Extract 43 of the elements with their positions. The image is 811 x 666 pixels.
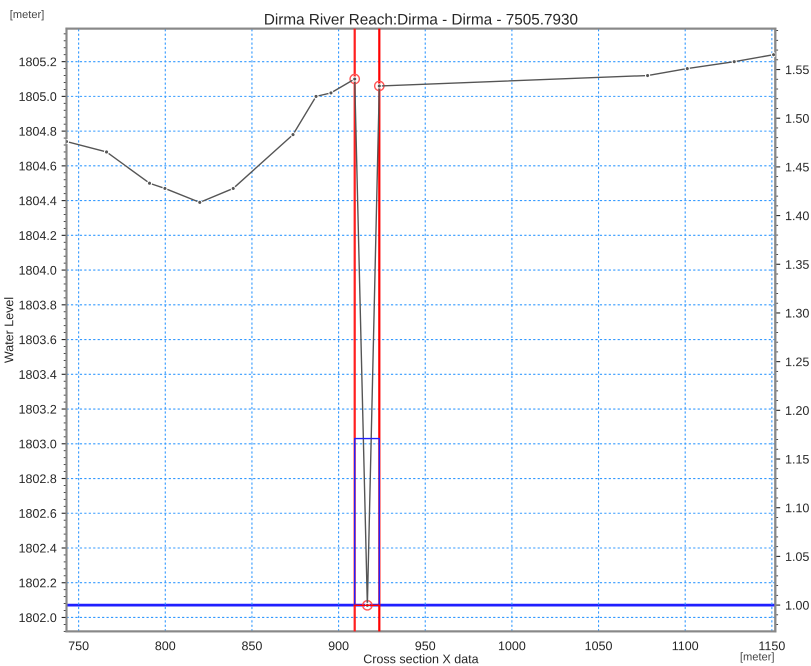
y2-tick-label: 1.25 bbox=[786, 357, 809, 366]
x-tick-label: 800 bbox=[155, 641, 176, 650]
y2-tick-label: 1.30 bbox=[786, 308, 809, 318]
y-tick-label: 1803.6 bbox=[20, 335, 56, 344]
y2-tick-label: 1.45 bbox=[786, 162, 809, 172]
y2-tick-label: 1.20 bbox=[786, 406, 809, 415]
y2-tick-label: 1.35 bbox=[786, 260, 809, 269]
y-tick-label: 1802.4 bbox=[20, 544, 56, 553]
y2-tick-label: 1.10 bbox=[786, 504, 809, 512]
y2-tick-label: 1.40 bbox=[786, 211, 809, 220]
y-tick-label: 1805.0 bbox=[20, 92, 56, 102]
y-axis-title: Water Level bbox=[4, 298, 14, 364]
y-tick-label: 1802.0 bbox=[20, 613, 56, 622]
y-tick-label: 1802.2 bbox=[20, 578, 56, 588]
y-tick-label: 1804.8 bbox=[20, 126, 56, 136]
x-tick-label: 1100 bbox=[672, 641, 698, 650]
x-tick-label: 900 bbox=[328, 641, 349, 650]
y-tick-label: 1803.8 bbox=[20, 300, 56, 310]
y2-tick-label: 1.05 bbox=[786, 552, 809, 562]
y-tick-label: 1804.0 bbox=[20, 266, 56, 275]
y-tick-label: 1802.6 bbox=[20, 509, 56, 518]
y2-tick-label: 1.55 bbox=[786, 65, 809, 74]
y-tick-label: 1803.2 bbox=[20, 404, 56, 414]
x-tick-label: 1050 bbox=[586, 641, 612, 650]
x-tick-label: 950 bbox=[415, 641, 436, 650]
y-tick-label: 1803.0 bbox=[20, 440, 56, 448]
text: [meter] bbox=[10, 10, 44, 20]
y2-tick-label: 1.50 bbox=[786, 114, 809, 123]
y-tick-label: 1802.8 bbox=[20, 474, 56, 484]
y-tick-label: 1803.4 bbox=[20, 370, 56, 379]
y2-tick-label: 1.00 bbox=[786, 600, 809, 610]
x-tick-label: 1000 bbox=[498, 641, 526, 650]
y-tick-label: 1805.2 bbox=[20, 57, 56, 66]
y-tick-label: 1804.6 bbox=[20, 162, 56, 171]
x-tick-label: 850 bbox=[242, 641, 262, 650]
x-axis-title: Cross section X data bbox=[364, 654, 479, 664]
y-tick-label: 1804.2 bbox=[20, 231, 56, 240]
x-tick-label: 1150 bbox=[759, 641, 785, 650]
x-tick-label: 750 bbox=[68, 641, 89, 650]
y-tick-label: 1804.4 bbox=[20, 196, 56, 206]
chart-title: Dirma River Reach:Dirma - Dirma - 7505.7930 bbox=[265, 13, 578, 25]
text: [meter] bbox=[740, 652, 774, 663]
y2-tick-label: 1.15 bbox=[786, 454, 809, 464]
